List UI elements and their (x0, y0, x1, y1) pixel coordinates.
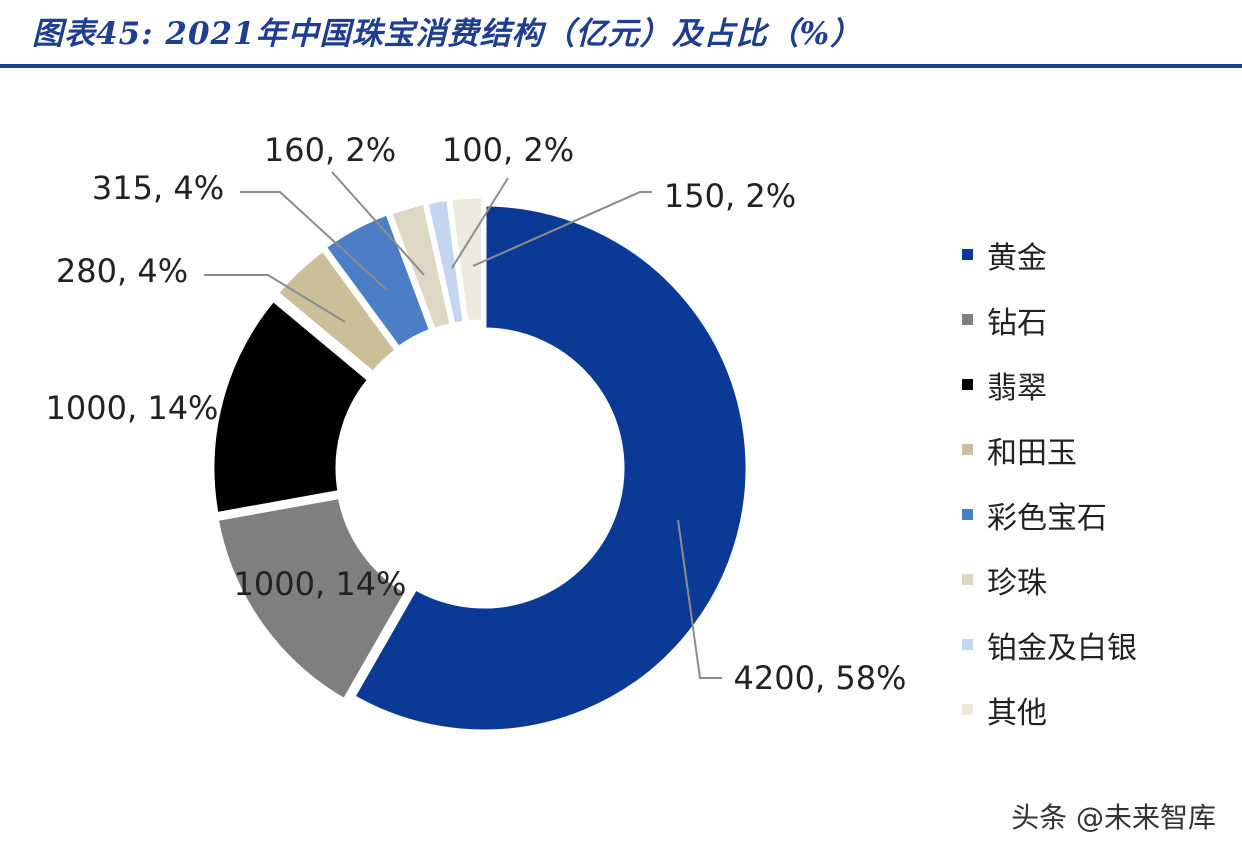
data-label-和田玉: 280, 4% (56, 252, 188, 290)
legend-swatch (962, 249, 973, 260)
data-label-翡翠: 1000, 14% (46, 389, 219, 427)
legend-label: 黄金 (987, 233, 1047, 277)
legend-label: 珍珠 (987, 558, 1047, 602)
watermark: 头条 @未来智库 (1011, 796, 1216, 836)
legend-swatch (962, 639, 973, 650)
legend-item-其他: 其他 (962, 677, 1137, 742)
legend-item-钻石: 钻石 (962, 287, 1137, 352)
legend-swatch (962, 314, 973, 325)
legend-swatch (962, 574, 973, 585)
legend-label: 彩色宝石 (987, 493, 1107, 537)
data-label-钻石: 1000, 14% (234, 565, 407, 603)
legend-label: 铂金及白银 (987, 623, 1137, 667)
legend-item-和田玉: 和田玉 (962, 417, 1137, 482)
legend-label: 和田玉 (987, 428, 1077, 472)
legend-swatch (962, 509, 973, 520)
data-label-珍珠: 160, 2% (264, 131, 396, 169)
legend-label: 翡翠 (987, 363, 1047, 407)
legend-swatch (962, 444, 973, 455)
legend-item-黄金: 黄金 (962, 222, 1137, 287)
legend-item-翡翠: 翡翠 (962, 352, 1137, 417)
legend-label: 钻石 (987, 298, 1047, 342)
data-label-黄金: 4200, 58% (734, 659, 907, 697)
legend-item-珍珠: 珍珠 (962, 547, 1137, 612)
data-label-彩色宝石: 315, 4% (92, 169, 224, 207)
legend-swatch (962, 704, 973, 715)
data-label-铂金及白银: 100, 2% (442, 131, 574, 169)
legend-swatch (962, 379, 973, 390)
legend-label: 其他 (987, 688, 1047, 732)
legend-item-彩色宝石: 彩色宝石 (962, 482, 1137, 547)
legend: 黄金钻石翡翠和田玉彩色宝石珍珠铂金及白银其他 (962, 222, 1137, 742)
data-label-其他: 150, 2% (664, 177, 796, 215)
legend-item-铂金及白银: 铂金及白银 (962, 612, 1137, 677)
donut-slices (212, 196, 748, 732)
